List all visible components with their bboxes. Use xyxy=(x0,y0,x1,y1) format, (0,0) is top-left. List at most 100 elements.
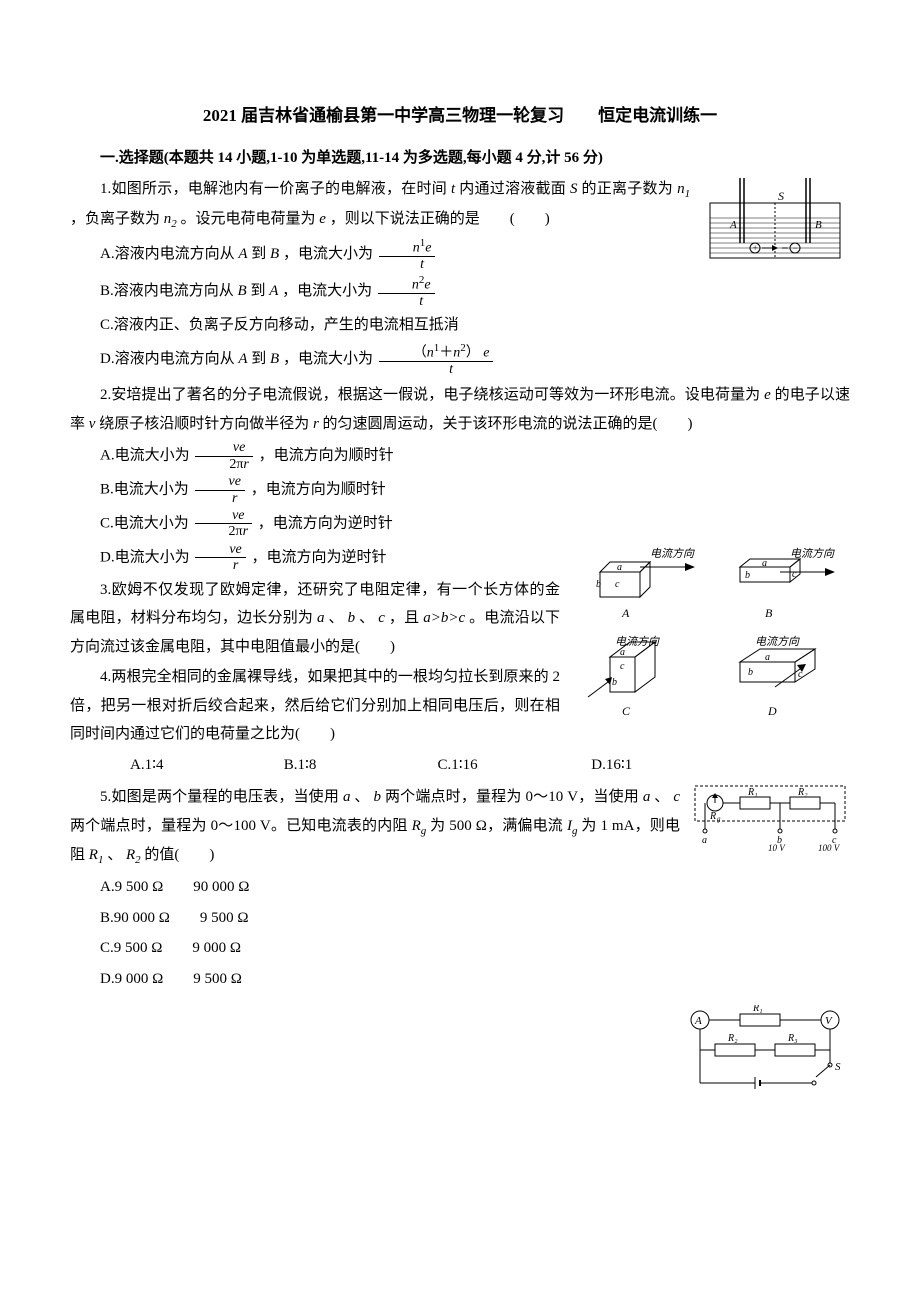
text: 。设元电荷电荷量为 xyxy=(181,211,316,227)
fraction: ve r xyxy=(195,474,245,506)
svg-text:R₃: R₃ xyxy=(787,1033,798,1044)
var: A xyxy=(238,351,247,367)
svg-text:a: a xyxy=(617,562,622,573)
text: B.电流大小为 xyxy=(100,482,189,498)
text: ，且 xyxy=(389,610,419,626)
text: ，电流大小为 xyxy=(283,246,373,262)
q5-figure: Rg R₁ R₂ a b c 10 V 100 V xyxy=(690,781,850,851)
var-n2: n2 xyxy=(164,211,177,227)
q4-option-d: D.16∶1 xyxy=(561,751,711,780)
text: 5.如图是两个量程的电压表，当使用 xyxy=(100,789,339,805)
svg-text:a: a xyxy=(620,647,625,658)
q4-option-c: C.1∶16 xyxy=(408,751,558,780)
svg-text:电流方向: 电流方向 xyxy=(790,547,835,560)
text: 两个端点时，量程为 0～10 V，当使用 xyxy=(385,789,639,805)
var: B xyxy=(270,246,279,262)
fraction: ve r xyxy=(195,542,245,574)
text: 为 500 Ω，满偏电流 xyxy=(430,818,563,834)
bottom-circuit-figure: A V R₁ R₂ R₃ S xyxy=(680,1005,850,1095)
q5-option-b: B.90 000 Ω 9 500 Ω xyxy=(70,904,850,933)
var: R1 xyxy=(89,847,104,863)
var: A xyxy=(238,246,247,262)
text: 到 xyxy=(250,283,265,299)
var: a xyxy=(643,789,651,805)
var: a xyxy=(343,789,351,805)
q1-figure: S A B + − xyxy=(700,173,850,263)
svg-text:+: + xyxy=(752,243,758,253)
q4-option-a: A.1∶4 xyxy=(100,751,250,780)
svg-text:电流方向: 电流方向 xyxy=(650,547,695,560)
var-t: t xyxy=(451,181,455,197)
var: B xyxy=(238,283,247,299)
svg-text:C: C xyxy=(622,704,631,718)
text: B.溶液内电流方向从 xyxy=(100,283,234,299)
text: ，负离子数为 xyxy=(70,211,160,227)
text: ，电流方向为顺时针 xyxy=(259,448,394,464)
q1-option-c: C.溶液内正、负离子反方向移动，产生的电流相互抵消 xyxy=(70,311,850,340)
svg-text:b: b xyxy=(748,667,753,678)
text: ，电流大小为 xyxy=(282,283,372,299)
var-e: e xyxy=(319,211,326,227)
var-S: S xyxy=(570,181,578,197)
q1-option-b: B.溶液内电流方向从 B 到 A ，电流大小为 n2e t xyxy=(70,274,850,309)
var: Ig xyxy=(567,818,578,834)
text: D.溶液内电流方向从 xyxy=(100,351,235,367)
text: 绕原子核沿顺时针方向做半径为 xyxy=(99,416,309,432)
var: v xyxy=(89,416,96,432)
q5-option-d: D.9 000 Ω 9 500 Ω xyxy=(70,965,850,994)
var: A xyxy=(269,283,278,299)
text: A.溶液内电流方向从 xyxy=(100,246,235,262)
fraction: n2e t xyxy=(378,274,435,309)
q1-option-d: D.溶液内电流方向从 A 到 B ，电流大小为 （n1＋n2） e t xyxy=(70,342,850,377)
text: D.电流大小为 xyxy=(100,549,190,565)
text: ，电流方向为逆时针 xyxy=(258,515,393,531)
svg-text:a: a xyxy=(765,652,770,663)
var: a xyxy=(317,610,325,626)
var: b xyxy=(348,610,356,626)
svg-text:R: R xyxy=(709,811,716,822)
svg-text:b: b xyxy=(596,579,601,590)
svg-text:c: c xyxy=(792,569,797,580)
text: C.电流大小为 xyxy=(100,515,189,531)
text: 的正离子数为 xyxy=(582,181,674,197)
svg-text:c: c xyxy=(798,669,803,680)
var: c xyxy=(378,610,385,626)
svg-text:R₁: R₁ xyxy=(752,1005,763,1014)
text: 、 xyxy=(328,610,343,626)
text: 两个端点时，量程为 0～100 V。已知电流表的内阻 xyxy=(70,818,408,834)
svg-text:A: A xyxy=(621,606,630,620)
svg-text:100 V: 100 V xyxy=(818,843,841,851)
text: 的匀速圆周运动，关于该环形电流的说法正确的是( ) xyxy=(323,416,693,432)
q2-option-b: B.电流大小为 ve r ，电流方向为顺时针 xyxy=(70,474,850,506)
text: 、 xyxy=(654,789,669,805)
q2-stem: 2.安培提出了著名的分子电流假说，根据这一假说，电子绕核运动可等效为一环形电流。… xyxy=(70,381,850,438)
q2-option-c: C.电流大小为 ve 2πr ，电流方向为逆时针 xyxy=(70,508,850,540)
svg-text:S: S xyxy=(835,1061,841,1073)
var-n1: n1 xyxy=(677,181,690,197)
svg-text:S: S xyxy=(778,189,784,203)
svg-text:R₂: R₂ xyxy=(797,787,808,798)
fraction: ve 2πr xyxy=(195,508,253,540)
var: e xyxy=(764,387,771,403)
text: ，电流方向为逆时针 xyxy=(252,549,387,565)
page-title: 2021 届吉林省通榆县第一中学高三物理一轮复习 恒定电流训练一 xyxy=(70,100,850,132)
text: 1.如图所示，电解池内有一价离子的电解液，在时间 xyxy=(100,181,447,197)
var: a>b>c xyxy=(423,610,465,626)
svg-text:D: D xyxy=(767,704,777,718)
var: Rg xyxy=(412,818,427,834)
text: 的值( ) xyxy=(144,847,214,863)
var: R2 xyxy=(126,847,141,863)
text: ，电流大小为 xyxy=(283,351,373,367)
text: 、 xyxy=(354,789,369,805)
var: b xyxy=(374,789,382,805)
svg-text:c: c xyxy=(615,579,620,590)
svg-text:R₂: R₂ xyxy=(727,1033,738,1044)
svg-text:a: a xyxy=(762,558,767,569)
svg-text:10 V: 10 V xyxy=(768,843,786,851)
text: ，则以下说法正确的是 ( ) xyxy=(330,211,550,227)
svg-text:b: b xyxy=(745,570,750,581)
svg-text:V: V xyxy=(825,1015,833,1027)
fraction: （n1＋n2） e t xyxy=(379,342,494,377)
q3-figure: 电流方向 acb A 电流方向 abc B 电流方向 acb C xyxy=(570,542,850,732)
svg-text:A: A xyxy=(729,219,737,231)
